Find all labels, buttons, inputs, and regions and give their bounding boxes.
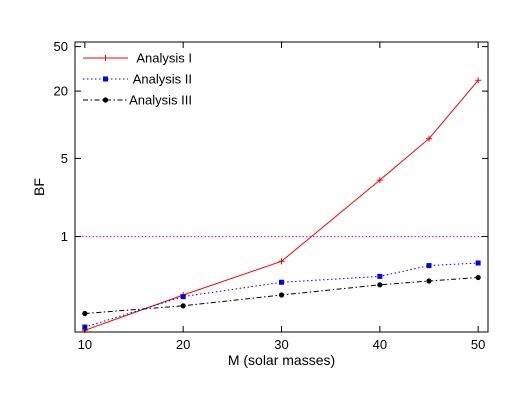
y-axis-label: BF: [31, 178, 47, 196]
data-point: [426, 278, 432, 284]
data-point: [376, 177, 383, 184]
data-point: [180, 303, 186, 309]
x-tick-label: 20: [176, 337, 190, 352]
legend-entry: Analysis I: [83, 51, 192, 66]
data-point: [82, 310, 88, 317]
legend-label: Analysis I: [136, 51, 192, 66]
y-tick-label: 5: [61, 151, 68, 166]
data-point: [475, 77, 482, 84]
data-point: [377, 282, 383, 288]
legend-marker: [102, 55, 109, 61]
data-point: [180, 294, 186, 300]
x-axis-label: M (solar masses): [228, 352, 335, 368]
series-3: [82, 274, 481, 317]
x-tick-label: 40: [373, 337, 387, 352]
legend-label: Analysis II: [133, 72, 192, 87]
x-tick-label: 50: [471, 337, 485, 352]
series-line: [84, 79, 479, 331]
legend-marker: [103, 76, 108, 82]
data-point: [278, 258, 285, 265]
data-point: [475, 274, 481, 281]
legend-entry: Analysis III: [83, 93, 192, 108]
data-point: [475, 260, 481, 266]
data-point: [278, 292, 285, 298]
y-tick-label: 20: [54, 84, 68, 99]
legend-entry: Analysis II: [83, 72, 192, 87]
data-point: [279, 279, 284, 285]
y-tick-label: 1: [61, 229, 68, 244]
data-point: [377, 273, 383, 279]
series-line: [84, 277, 479, 314]
data-point: [426, 135, 432, 142]
legend-marker: [102, 97, 109, 103]
series-layer: [81, 77, 482, 334]
x-tick-label: 10: [78, 337, 92, 352]
x-tick-label: 30: [274, 337, 288, 352]
ticks-layer: 10 20 30 40 50 1 5 20 50: [54, 39, 488, 352]
y-tick-label: 50: [54, 39, 68, 54]
legend: Analysis I Analysis II Analysis III: [83, 51, 192, 108]
data-point: [426, 263, 432, 269]
legend-label: Analysis III: [129, 93, 192, 108]
